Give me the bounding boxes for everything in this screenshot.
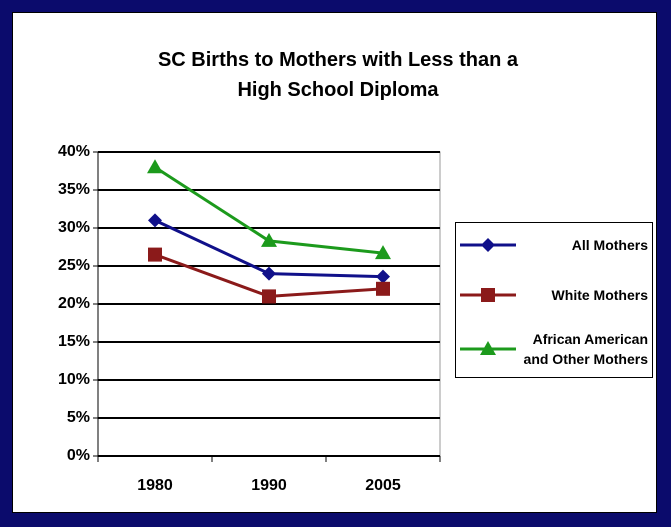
legend-label: African American and Other Mothers [523, 331, 648, 367]
legend-swatch [460, 238, 516, 252]
data-point [148, 213, 162, 228]
legend-swatch [460, 288, 516, 302]
y-tick-label: 40% [58, 143, 90, 160]
x-tick-label: 1980 [137, 477, 173, 494]
legend-entry: White Mothers [456, 275, 652, 315]
x-tick-label: 1990 [251, 477, 287, 494]
data-point [148, 247, 162, 262]
data-point [262, 266, 276, 281]
legend-swatch [460, 341, 516, 355]
legend-marker [480, 341, 496, 355]
legend-marker [481, 238, 495, 252]
data-point [147, 159, 163, 174]
legend-label: White Mothers [551, 287, 648, 303]
legend-entry: African American and Other Mothers [456, 329, 652, 369]
y-tick-label: 5% [67, 409, 90, 426]
y-tick-label: 35% [58, 181, 90, 198]
data-point [376, 269, 390, 284]
y-tick-label: 0% [67, 447, 90, 464]
legend-label: All Mothers [571, 237, 648, 253]
data-point [262, 289, 276, 304]
legend-marker [481, 288, 495, 302]
y-tick-label: 25% [58, 257, 90, 274]
y-tick-label: 30% [58, 219, 90, 236]
data-point [261, 232, 277, 247]
x-tick-label: 2005 [365, 477, 401, 494]
data-point [376, 281, 390, 296]
y-tick-label: 10% [58, 371, 90, 388]
y-tick-label: 15% [58, 333, 90, 350]
chart-title: SC Births to Mothers with Less than a Hi… [157, 49, 519, 101]
y-tick-label: 20% [58, 295, 90, 312]
legend-entry: All Mothers [456, 225, 652, 265]
data-point [375, 245, 391, 260]
legend: All Mothers White Mothers African American… [455, 222, 653, 378]
